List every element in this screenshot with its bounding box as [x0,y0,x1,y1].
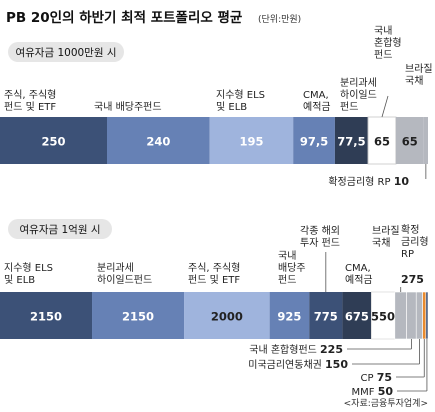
value-label-10000: 2150 [30,310,62,324]
unit-label: (단위:만원) [258,14,301,25]
category-label-10000: 확정 금리형 RP [401,224,429,260]
category-label-10000: MMF 50 [352,385,394,398]
category-label-10000: 브라질 국채 [372,225,400,249]
category-label-10000: 국내 혼합형펀드 225 [249,343,343,356]
category-label-1000: 지수형 ELS 및 ELB [216,89,265,113]
bar-segment-10000 [184,292,270,339]
chart-title: PB 20인의 하반기 최적 포트폴리오 평균 [6,9,243,26]
bar-segment-10000 [425,291,429,340]
category-label-10000: 주식, 주식형 펀드 및 ETF [188,262,240,286]
category-label-10000: 분리과세 하이일드펀드 [97,262,152,286]
bar-segment-10000 [92,292,185,339]
bar-segment-1000 [293,117,335,164]
value-label-1000: 240 [146,135,170,149]
bar-segment-1000 [395,117,424,164]
category-label-1000: 확정금리형 RP 10 [328,175,409,188]
value-label-10000: 275 [401,273,424,286]
value-label-10000: 225 [320,343,343,356]
leader-line-1000 [381,95,389,118]
bar-segment-10000 [422,291,427,340]
chart-1000: 여유자금 1000만원 시 250 240 195 97,5 77,5 65 65 주식, 주식… [0,25,433,188]
subtitle-10000-bg [8,219,112,239]
category-label-1000: 국내 배당주펀드 [94,101,162,113]
value-label-10000: 2150 [122,310,154,324]
value-label-1000: 77,5 [337,135,365,149]
value-label-1000: 65 [402,135,418,149]
value-label-1000: 250 [41,135,65,149]
value-label-10000: 50 [378,385,394,398]
bar-segment-1000 [334,117,369,164]
bar-segment-10000 [394,291,407,340]
category-label-10000: 국내 배당주 펀드 [278,250,306,286]
bar-segment-10000 [406,291,417,340]
subtitle-10000-text: 여유자금 1억원 시 [20,224,101,236]
bar-segment-1000 [0,117,107,164]
category-label-1000: 브라질 국채 [405,63,433,87]
category-label-1000: 분리과세 하이일드 펀드 [340,77,377,113]
bar-segment-1000 [423,117,428,164]
value-label-10000: 550 [371,310,395,324]
chart-10000: 여유자금 1억원 시 2150 2150 2000 925 775 675 550 지수형 EL… [0,219,429,398]
subtitle-1000-text: 여유자금 1000만원 시 [15,47,116,59]
category-label-10000: CP 75 [360,371,392,384]
bar-segment-10000 [342,292,372,339]
value-label-1000: 10 [394,175,410,188]
bar-segment-10000 [415,291,423,340]
bar-segment-1000 [209,117,294,164]
bar-segment-10000 [269,292,310,339]
category-label-10000: 미국금리연동채권 150 [248,358,348,371]
source-note: <자료:금융투자업계> [344,397,428,409]
value-label-1000: 97,5 [300,135,328,149]
value-label-10000: 2000 [211,310,243,324]
value-label-1000: 65 [374,135,390,149]
bar-segment-10000 [309,292,343,339]
value-label-10000: 675 [345,310,369,324]
category-label-10000: 지수형 ELS 및 ELB [4,262,53,286]
value-label-10000: 925 [277,310,301,324]
value-label-1000: 195 [239,135,263,149]
category-label-10000: 각종 해외 투자 펀드 [300,224,340,249]
category-label-1000: 국내 혼합형 펀드 [374,25,402,61]
bar-segment-1000 [107,117,210,164]
category-label-1000: 주식, 주식형 펀드 및 ETF [4,89,56,113]
category-label-10000: CMA, 예적금 [345,263,373,286]
value-label-10000: 775 [314,310,338,324]
subtitle-1000-bg [8,42,124,62]
category-label-1000: CMA, 예적금 [303,90,331,113]
value-label-10000: 75 [377,371,392,384]
value-label-10000: 150 [325,358,348,371]
bar-segment-10000 [0,292,93,339]
